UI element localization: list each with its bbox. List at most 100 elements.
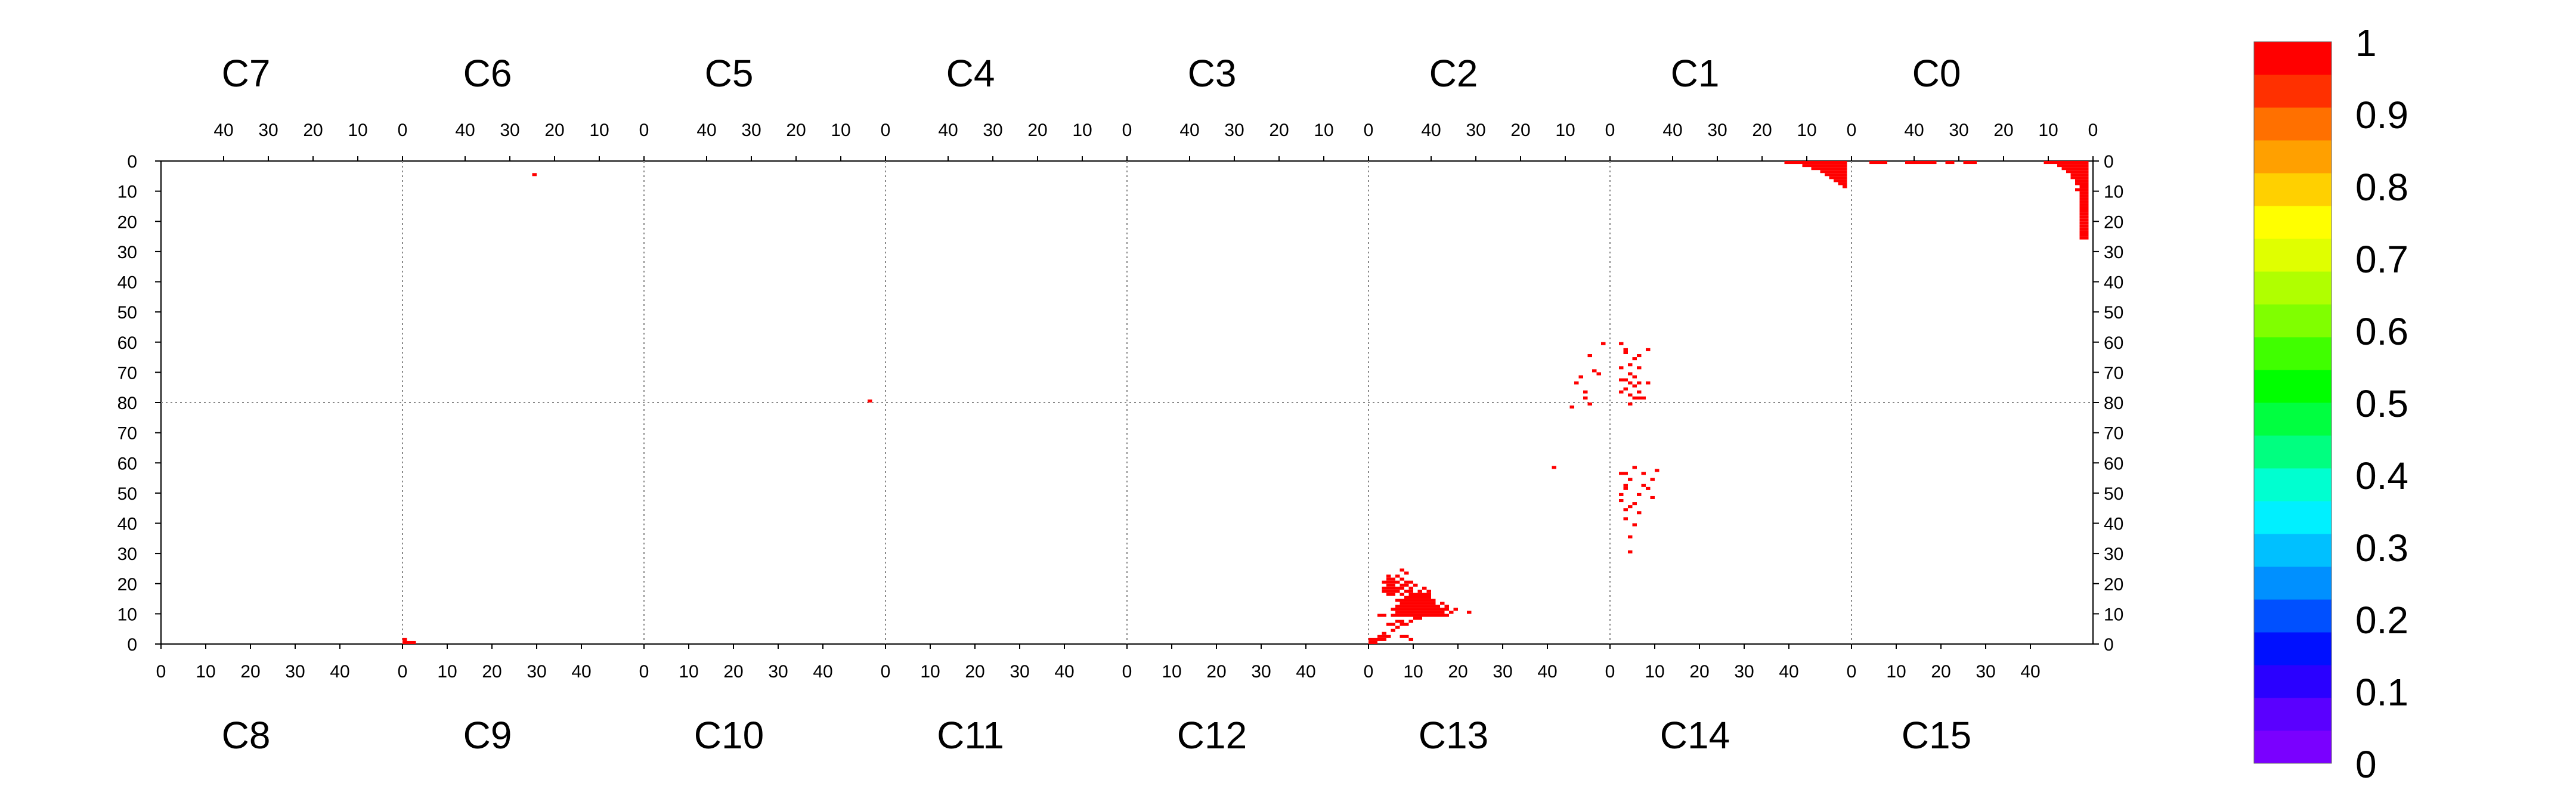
- heatmap-cell: [2084, 191, 2089, 194]
- x-tick-label-bottom: 30: [1493, 662, 1512, 682]
- heatmap-cell: [1798, 161, 1803, 165]
- channel-label-bottom: C8: [222, 714, 271, 757]
- colorbar-tick-label: 1: [2355, 21, 2377, 64]
- heatmap-cell: [1838, 179, 1843, 182]
- colorbar-segment: [2254, 370, 2332, 403]
- heatmap-cell: [1802, 164, 1807, 168]
- heatmap-cell: [1408, 599, 1413, 602]
- heatmap-cell: [1838, 164, 1843, 168]
- heatmap-cell: [2070, 164, 2075, 168]
- heatmap-cell: [2079, 236, 2084, 240]
- heatmap-cell: [1417, 605, 1422, 608]
- heatmap-cell: [1395, 586, 1400, 590]
- y-tick-label-left: 10: [117, 605, 137, 624]
- heatmap-cell: [2079, 173, 2084, 177]
- heatmap-cell: [1400, 592, 1404, 596]
- heatmap-cell: [1404, 614, 1409, 617]
- y-tick-label-left: 0: [127, 152, 137, 172]
- heatmap-cell: [1400, 577, 1404, 581]
- heatmap-cell: [1391, 592, 1395, 596]
- y-tick-label-left: 50: [117, 484, 137, 504]
- heatmap-cell: [1444, 614, 1449, 617]
- x-tick-label-top: 10: [1797, 120, 1816, 140]
- y-tick-label-right: 10: [2104, 182, 2123, 202]
- heatmap-cell: [1628, 550, 1633, 554]
- x-tick-label-bottom: 20: [240, 662, 260, 682]
- heatmap-cell: [1395, 608, 1400, 611]
- heatmap-cell: [1391, 589, 1395, 593]
- x-tick-label-bottom: 40: [1296, 662, 1315, 682]
- x-tick-label-bottom: 0: [1847, 662, 1857, 682]
- heatmap-cell: [1377, 634, 1382, 638]
- x-tick-label-bottom: 0: [398, 662, 408, 682]
- heatmap-cell: [1400, 620, 1404, 623]
- heatmap-cell: [1825, 170, 1829, 174]
- heatmap-cell: [1963, 161, 1968, 165]
- heatmap-cell: [1413, 611, 1418, 614]
- colorbar-tick-label: 0.2: [2355, 599, 2408, 642]
- colorbar-segment: [2254, 42, 2332, 75]
- x-tick-label-bottom: 0: [639, 662, 649, 682]
- heatmap-cell: [1408, 602, 1413, 605]
- heatmap-cell: [1583, 390, 1588, 394]
- heatmap-cell: [1829, 164, 1834, 168]
- x-tick-label-bottom: 10: [1162, 662, 1181, 682]
- heatmap-cell: [1408, 637, 1413, 641]
- colorbar-segment: [2254, 206, 2332, 239]
- heatmap-cell: [2066, 170, 2071, 174]
- y-tick-label-left: 70: [117, 363, 137, 383]
- heatmap-cell: [2070, 176, 2075, 179]
- heatmap-cell: [1623, 472, 1628, 475]
- x-tick-label-top: 30: [500, 120, 519, 140]
- heatmap-cell: [1431, 611, 1436, 614]
- colorbar-tick-label: 0.1: [2355, 671, 2408, 714]
- heatmap-cell: [2079, 206, 2084, 209]
- heatmap-cell: [1435, 614, 1440, 617]
- heatmap-cell: [1382, 634, 1386, 638]
- heatmap-cell: [1825, 161, 1829, 165]
- heatmap-cell: [1391, 577, 1395, 581]
- heatmap-cell: [1431, 599, 1436, 602]
- heatmap-cell: [1923, 161, 1928, 165]
- colorbar-tick-label: 0.4: [2355, 454, 2408, 497]
- heatmap-cell: [1395, 589, 1400, 593]
- heatmap-cell: [1391, 623, 1395, 626]
- heatmap-cell: [1408, 592, 1413, 596]
- heatmap-cell: [1623, 487, 1628, 490]
- heatmap-cell: [1834, 179, 1838, 182]
- heatmap-cell: [1592, 369, 1597, 373]
- channel-label-bottom: C14: [1660, 714, 1730, 757]
- heatmap-cell: [1641, 396, 1646, 400]
- heatmap-cell: [1400, 583, 1404, 587]
- y-tick-label-right: 80: [2104, 394, 2123, 413]
- heatmap-cell: [2079, 197, 2084, 200]
- colorbar-segment: [2254, 435, 2332, 469]
- x-tick-label-bottom: 0: [1605, 662, 1615, 682]
- heatmap-cell: [1583, 396, 1588, 400]
- x-tick-label-top: 30: [1707, 120, 1727, 140]
- channel-label-top: C0: [1912, 52, 1961, 95]
- heatmap-cell: [1834, 167, 1838, 171]
- heatmap-cell: [1444, 605, 1449, 608]
- heatmap-cell: [1623, 351, 1628, 354]
- heatmap-cell: [1811, 164, 1816, 168]
- heatmap-cell: [1945, 161, 1950, 165]
- x-tick-label-top: 10: [1555, 120, 1575, 140]
- x-tick-label-bottom: 30: [527, 662, 546, 682]
- heatmap-cell: [1417, 589, 1422, 593]
- heatmap-cell: [1646, 348, 1651, 351]
- heatmap-cell: [1417, 602, 1422, 605]
- heatmap-cell: [1623, 508, 1628, 512]
- colorbar-tick-label: 0.5: [2355, 382, 2408, 425]
- heatmap-cell: [2079, 221, 2084, 225]
- heatmap-cell: [1829, 167, 1834, 171]
- x-tick-label-top: 20: [303, 120, 323, 140]
- heatmap-cell: [1426, 608, 1431, 611]
- x-tick-label-bottom: 30: [1976, 662, 1995, 682]
- x-tick-label-bottom: 20: [1448, 662, 1467, 682]
- heatmap-cell: [1391, 608, 1395, 611]
- heatmap-cell: [1637, 511, 1642, 515]
- x-tick-label-bottom: 30: [285, 662, 305, 682]
- heatmap-cell: [2079, 230, 2084, 234]
- heatmap-cell: [1440, 614, 1445, 617]
